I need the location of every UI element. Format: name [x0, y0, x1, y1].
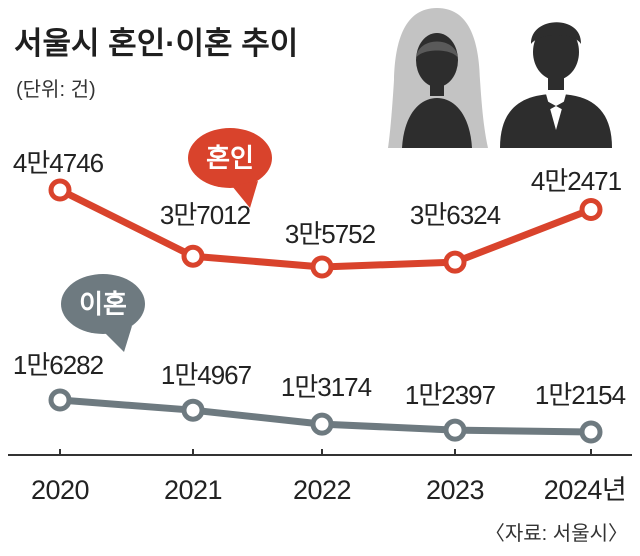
- data-label: 4만4746: [13, 148, 104, 178]
- data-point: [310, 255, 334, 279]
- x-tick-label: 2022: [293, 475, 351, 505]
- data-label: 1만3174: [281, 372, 372, 402]
- source-label: 〈자료: 서울시〉: [485, 522, 628, 545]
- data-point: [579, 197, 603, 221]
- x-tick-label: 2024년: [544, 475, 626, 505]
- data-point: [443, 250, 467, 274]
- data-point: [48, 178, 72, 202]
- x-tick-label: 2020: [31, 475, 89, 505]
- data-label: 1만2154: [535, 380, 626, 410]
- x-tick-label: 2023: [426, 475, 484, 505]
- series-이혼: 1만6282 1만4967 1만3174 1만2397 1만2154: [13, 350, 627, 444]
- x-tick-label: 2021: [164, 475, 222, 505]
- data-point: [443, 418, 467, 442]
- data-point: [48, 388, 72, 412]
- series-혼인: 4만4746 3만7012 3만5752 3만6324 4만2471: [13, 148, 623, 279]
- data-point: [310, 412, 334, 436]
- data-point: [579, 420, 603, 444]
- legend-bubble: 이혼: [61, 274, 145, 352]
- legend-bubble: 혼인: [188, 128, 272, 208]
- data-label: 3만7012: [160, 200, 251, 230]
- groom-icon: [500, 22, 612, 148]
- legend-label: 혼인: [206, 143, 254, 173]
- bride-icon: [388, 8, 488, 148]
- unit-label: (단위: 건): [16, 78, 96, 101]
- data-label: 4만2471: [531, 166, 622, 196]
- chart-title: 서울시 혼인·이혼 추이: [14, 26, 298, 61]
- data-label: 3만6324: [410, 200, 501, 230]
- data-point: [181, 244, 205, 268]
- x-tick-layer: 2020 2021 2022 2023 2024년: [31, 449, 627, 505]
- legend-label: 이혼: [79, 289, 127, 319]
- data-label: 3만5752: [285, 219, 376, 249]
- data-point: [181, 398, 205, 422]
- data-label: 1만2397: [405, 380, 496, 410]
- data-label: 1만6282: [13, 350, 104, 380]
- data-label: 1만4967: [161, 360, 252, 390]
